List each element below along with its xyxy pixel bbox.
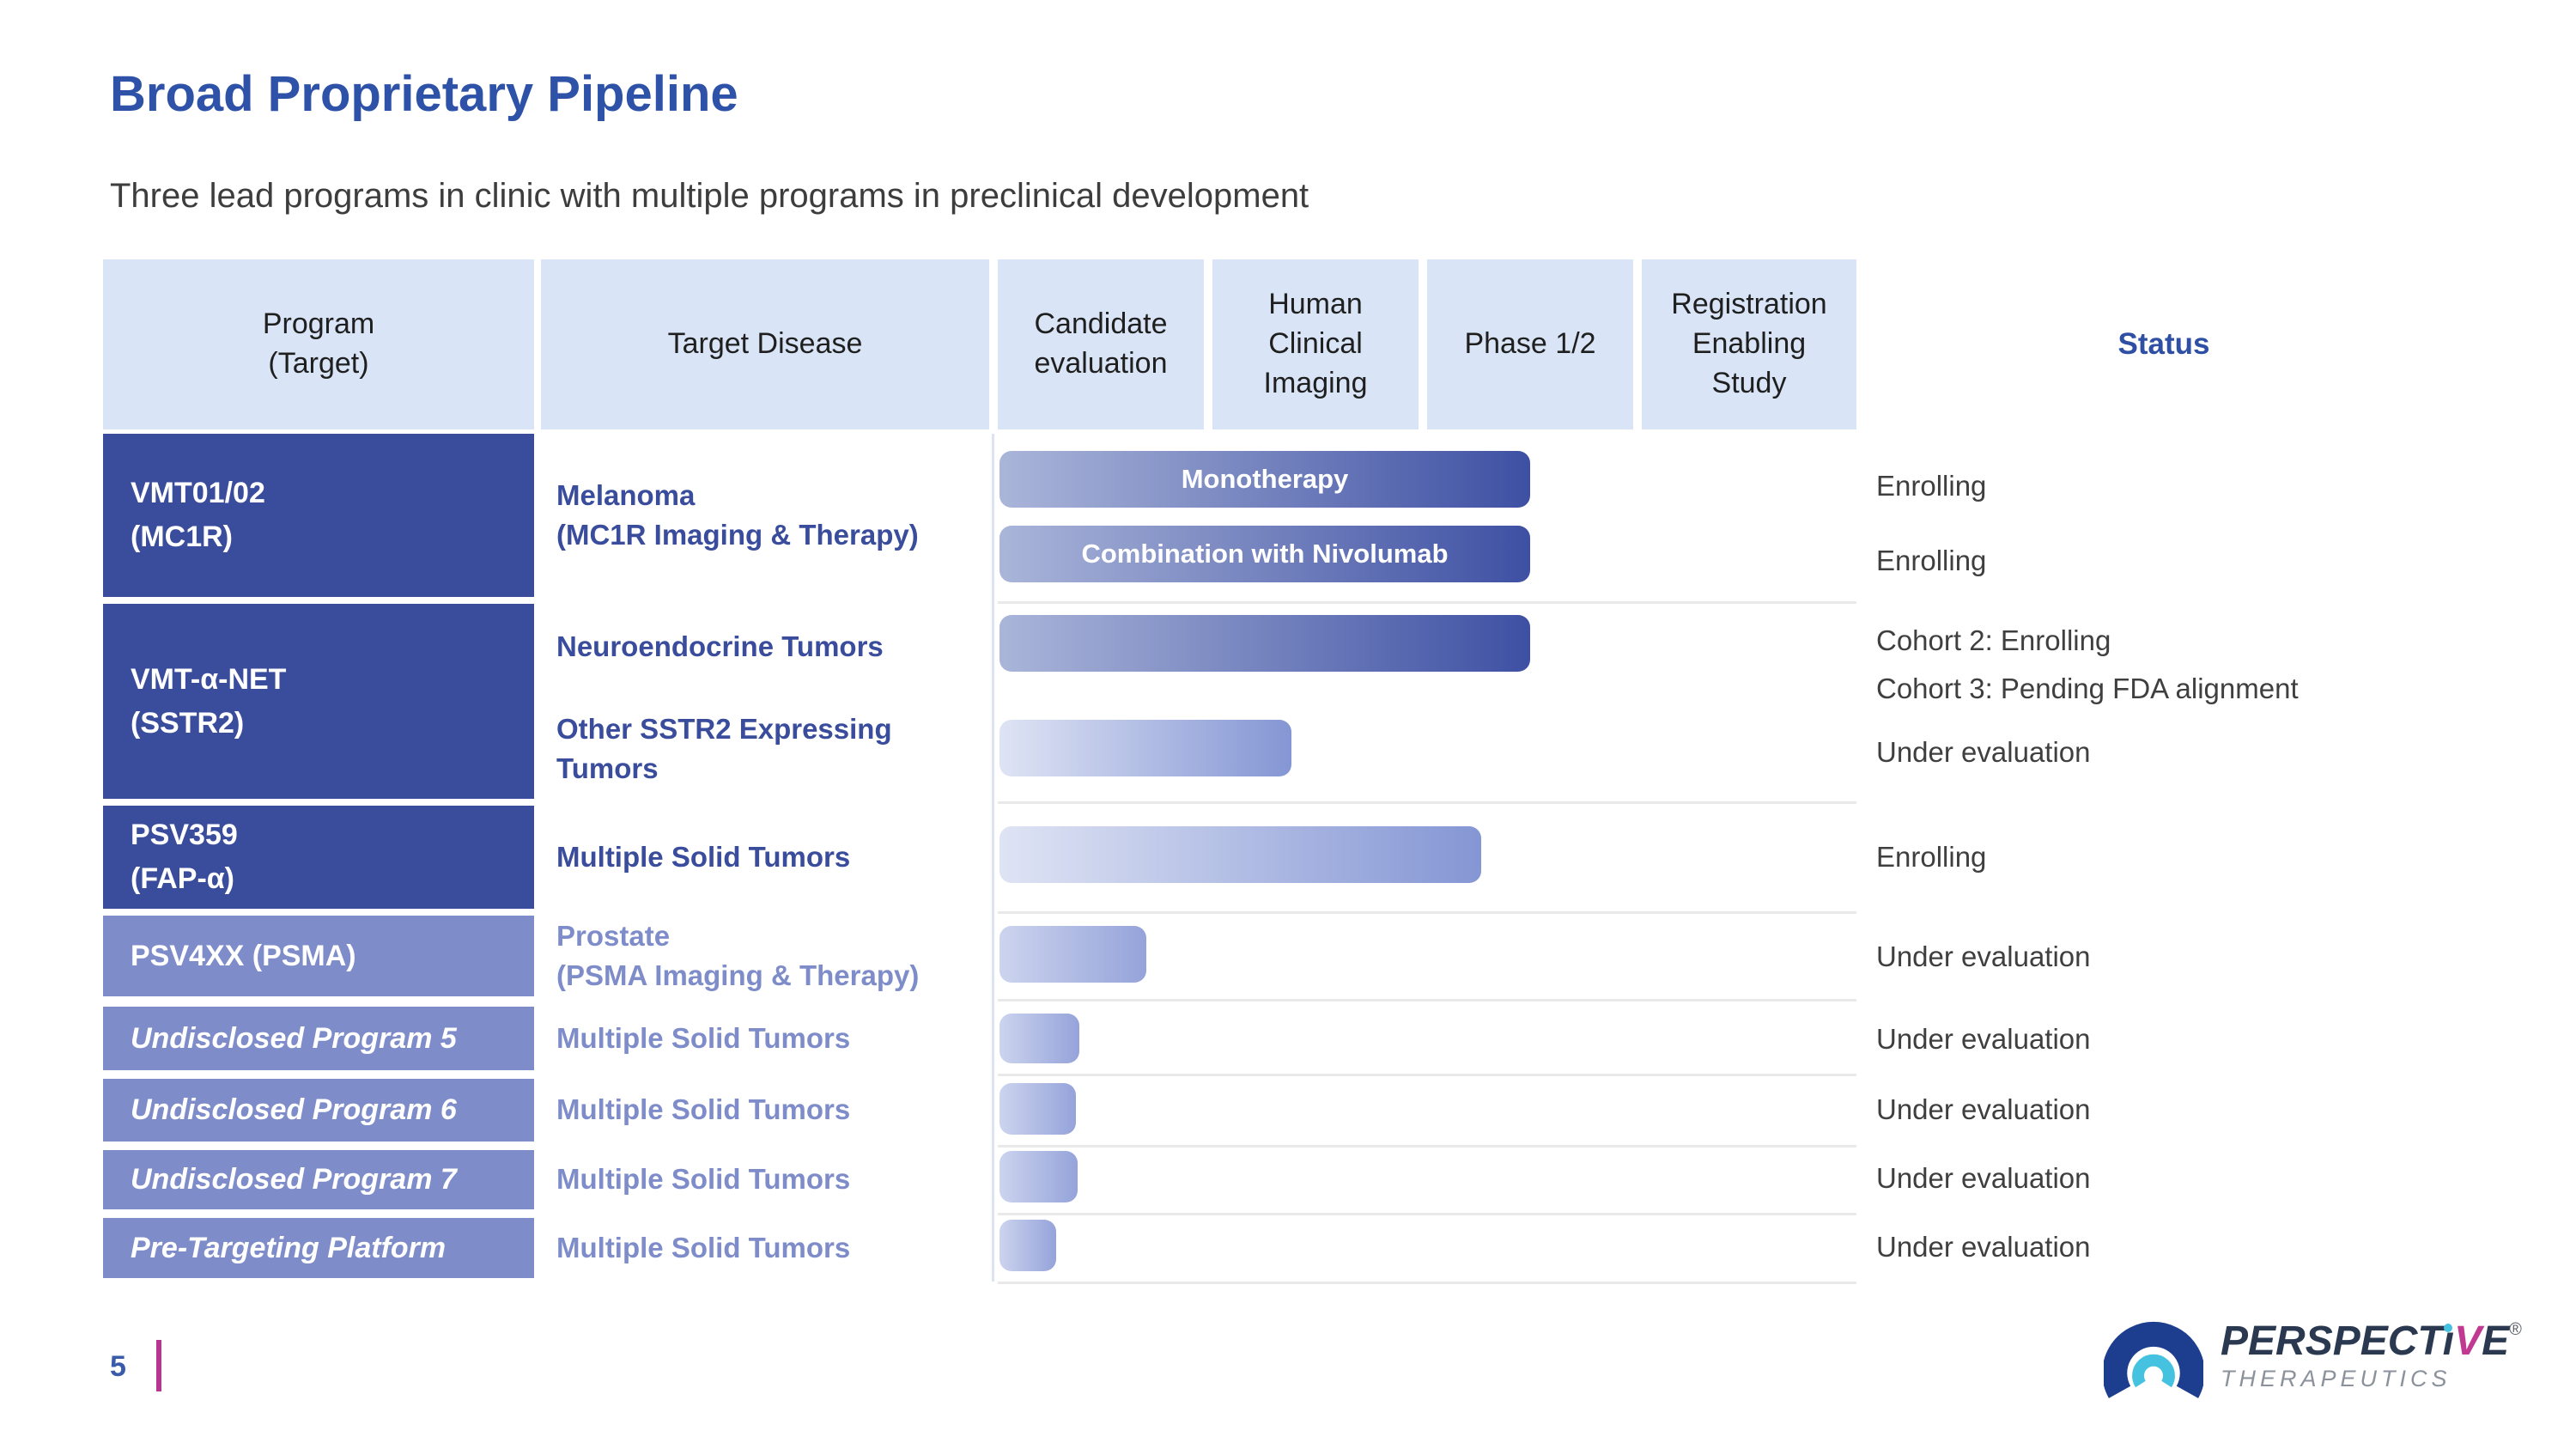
company-logo: PERSPECTı VE® THERAPEUTICS: [2104, 1312, 2522, 1412]
row-separator: [998, 601, 1856, 604]
status-other-sstr2: Under evaluation: [1876, 736, 2091, 768]
disease-multiple-solid-tumors-pretarget: Multiple Solid Tumors: [556, 1231, 851, 1263]
disease-prostate: Prostate (PSMA Imaging & Therapy): [556, 919, 920, 991]
perspective-arch-icon: [2104, 1321, 2203, 1398]
row-separator: [998, 911, 1856, 914]
row-separator: [998, 1282, 1856, 1284]
disease-neuroendocrine: Neuroendocrine Tumors: [556, 630, 884, 662]
status-psv359: Enrolling: [1876, 841, 1987, 873]
row-separator: [998, 801, 1856, 804]
disease-multiple-solid-tumors-6: Multiple Solid Tumors: [556, 1093, 851, 1126]
row-separator: [998, 999, 1856, 1002]
logo-teal-dot: [2444, 1324, 2453, 1332]
status-undisclosed-5: Under evaluation: [1876, 1023, 2091, 1055]
program-cell-psv4xx: PSV4XX (PSMA): [103, 916, 534, 996]
program-cell-vmt01-02: VMT01/02 (MC1R): [103, 434, 534, 597]
status-undisclosed-7: Under evaluation: [1876, 1162, 2091, 1194]
program-cell-undisclosed-6: Undisclosed Program 6: [103, 1079, 534, 1142]
footer-accent-bar: [156, 1340, 161, 1391]
logo-text-perspect: PERSPECT: [2221, 1318, 2443, 1364]
pipeline-bar-neuroendocrine: [999, 615, 1530, 672]
row-separator: [998, 1213, 1856, 1215]
status-undisclosed-6: Under evaluation: [1876, 1093, 2091, 1125]
column-header-registration-enabling-study: Registration Enabling Study: [1642, 259, 1856, 429]
page-number: 5: [110, 1350, 126, 1383]
status-psv4xx: Under evaluation: [1876, 941, 2091, 972]
registered-mark: ®: [2509, 1320, 2522, 1339]
pipeline-bar-undisclosed-5: [999, 1014, 1079, 1063]
row-separator: [998, 1145, 1856, 1148]
column-header-candidate-evaluation: Candidate evaluation: [998, 259, 1204, 429]
status-combination: Enrolling: [1876, 545, 1987, 576]
logo-therapeutics: THERAPEUTICS: [2221, 1366, 2451, 1391]
status-neuroendocrine: Cohort 2: Enrolling Cohort 3: Pending FD…: [1876, 624, 2299, 705]
page-title: Broad Proprietary Pipeline: [110, 66, 738, 122]
status-monotherapy: Enrolling: [1876, 470, 1987, 502]
disease-multiple-solid-tumors-psv359: Multiple Solid Tumors: [556, 840, 851, 873]
pipeline-bar-pre-targeting: [999, 1220, 1056, 1271]
page-subtitle: Three lead programs in clinic with multi…: [110, 177, 1309, 215]
column-header-target-disease: Target Disease: [541, 259, 989, 429]
program-cell-pre-targeting: Pre-Targeting Platform: [103, 1218, 534, 1278]
pipeline-bar-other-sstr2: [999, 720, 1291, 776]
disease-multiple-solid-tumors-5: Multiple Solid Tumors: [556, 1021, 851, 1054]
column-header-status: Status: [2117, 327, 2210, 361]
logo-wordmark-top: PERSPECTı VE®: [2221, 1321, 2522, 1362]
program-cell-psv359: PSV359 (FAP-α): [103, 806, 534, 909]
row-separator: [998, 1074, 1856, 1076]
column-divider: [992, 434, 994, 1282]
pipeline-bar-psv359: [999, 826, 1481, 883]
logo-letter-v: V: [2454, 1318, 2482, 1364]
disease-other-sstr2: Other SSTR2 Expressing Tumors: [556, 712, 892, 784]
logo-letter-i: ı: [2442, 1318, 2455, 1364]
disease-melanoma: Melanoma (MC1R Imaging & Therapy): [556, 478, 919, 551]
column-header-phase-1-2: Phase 1/2: [1427, 259, 1633, 429]
logo-letter-e: E: [2482, 1318, 2510, 1364]
pipeline-bar-undisclosed-6: [999, 1083, 1076, 1135]
pipeline-bar-monotherapy: Monotherapy: [999, 451, 1530, 508]
column-header-human-clinical-imaging: Human Clinical Imaging: [1212, 259, 1419, 429]
status-pre-targeting: Under evaluation: [1876, 1231, 2091, 1263]
program-cell-undisclosed-7: Undisclosed Program 7: [103, 1150, 534, 1209]
disease-multiple-solid-tumors-7: Multiple Solid Tumors: [556, 1163, 851, 1196]
pipeline-bar-combination-nivolumab: Combination with Nivolumab: [999, 526, 1530, 582]
column-header-program: Program (Target): [103, 259, 534, 429]
program-cell-undisclosed-5: Undisclosed Program 5: [103, 1007, 534, 1070]
pipeline-bar-undisclosed-7: [999, 1151, 1078, 1202]
logo-wordmark: PERSPECTı VE® THERAPEUTICS: [2221, 1321, 2522, 1392]
program-cell-vmt-a-net: VMT-α-NET (SSTR2): [103, 604, 534, 799]
pipeline-bar-psv4xx: [999, 926, 1146, 983]
